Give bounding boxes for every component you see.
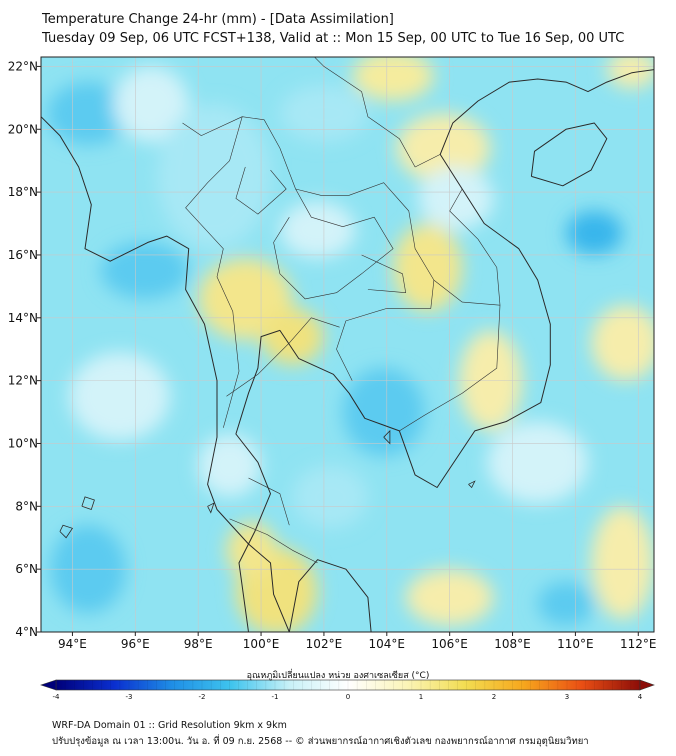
border-5 — [449, 188, 501, 306]
border-1 — [185, 116, 243, 428]
border-6 — [226, 317, 340, 397]
field-anomaly-7 — [396, 113, 491, 183]
lon-tick-label: 100°E — [243, 637, 280, 651]
coastline-3 — [530, 122, 608, 187]
field-anomaly-8 — [393, 223, 463, 312]
footer-model-info: WRF-DA Domain 01 :: Grid Resolution 9km … — [52, 720, 287, 731]
island-3 — [383, 429, 391, 445]
colorbar-tick-label: 3 — [565, 693, 569, 701]
island-4 — [468, 480, 476, 489]
field-anomaly-2 — [113, 66, 189, 142]
lat-tick-label: 18°N — [8, 185, 38, 199]
border-0 — [182, 116, 435, 381]
field-anomaly-10 — [591, 305, 654, 381]
field-anomaly-12 — [565, 210, 623, 255]
field-anomaly-22 — [69, 352, 170, 441]
field-anomaly-1 — [100, 242, 189, 299]
coastline-2 — [288, 559, 372, 632]
colorbar-tick-label: -3 — [126, 693, 133, 701]
lat-tick-label: 16°N — [8, 248, 38, 262]
border-9 — [361, 254, 406, 293]
lat-tick-label: 10°N — [8, 436, 38, 450]
colorbar-tick-label: -2 — [199, 693, 206, 701]
latitude-ticks: 4°N 6°N 8°N 10°N 12°N 14°N 16°N 18°N 20°N 22°N — [8, 59, 41, 639]
border-7 — [229, 518, 318, 564]
graticule — [41, 57, 654, 632]
lon-tick-label: 110°E — [557, 637, 594, 651]
field-anomaly-23 — [292, 465, 368, 529]
border-3 — [399, 279, 501, 432]
field-anomaly-6 — [352, 57, 434, 101]
lon-tick-label: 96°E — [121, 637, 150, 651]
lat-tick-label: 4°N — [15, 625, 38, 639]
lon-tick-label: 102°E — [306, 637, 343, 651]
lon-tick-label: 94°E — [58, 637, 87, 651]
longitude-ticks: 94°E 96°E 98°E 100°E 102°E 104°E 106°E 108°E 110… — [58, 632, 657, 651]
lon-tick-label: 108°E — [494, 637, 531, 651]
border-10 — [235, 166, 287, 215]
lat-tick-label: 20°N — [8, 122, 38, 136]
field-anomaly-17 — [226, 522, 277, 579]
border-2 — [273, 188, 394, 300]
colorbar — [40, 679, 655, 691]
field-anomaly-14 — [342, 368, 425, 457]
island-1 — [59, 524, 74, 539]
field-anomaly-5 — [261, 308, 324, 365]
field-anomaly-11 — [606, 57, 654, 89]
island-2 — [207, 502, 215, 514]
field-anomaly-19 — [591, 506, 654, 620]
colorbar-min-extension — [40, 679, 57, 691]
colorbar-tick-label: 0 — [346, 693, 350, 701]
lon-tick-label: 106°E — [431, 637, 468, 651]
field-anomaly-26 — [198, 434, 262, 497]
coastline-1 — [235, 69, 654, 632]
lat-tick-label: 6°N — [15, 562, 38, 576]
border-4 — [314, 57, 441, 168]
field-anomaly-20 — [537, 581, 595, 626]
colorbar-max-extension — [639, 679, 655, 691]
colorbar-tick-label: 1 — [419, 693, 423, 701]
lat-tick-label: 14°N — [8, 311, 38, 325]
admin-borders — [182, 57, 501, 564]
island-0 — [81, 496, 95, 511]
chart-subtitle: Tuesday 09 Sep, 06 UTC FCST+138, Valid a… — [42, 31, 625, 46]
lat-tick-label: 12°N — [8, 374, 38, 388]
map-frame — [40, 56, 655, 633]
border-8 — [248, 477, 290, 526]
colorbar-label: อุณหภูมิเปลี่ยนแปลง หน่วย องศาเซลเซียส (… — [246, 671, 430, 681]
lon-tick-label: 98°E — [184, 637, 213, 651]
field-anomaly-13 — [418, 166, 494, 230]
colorbar-tick-label: 4 — [638, 693, 643, 701]
colorbar-tick-label: 2 — [492, 693, 496, 701]
temperature-field-background — [41, 57, 654, 632]
lon-tick-label: 112°E — [620, 637, 657, 651]
chart-title: Temperature Change 24-hr (mm) - [Data As… — [42, 12, 394, 27]
colorbar-ticks: -4 -3 -2 -1 0 1 2 3 4 — [53, 693, 643, 701]
field-anomaly-15 — [487, 421, 588, 504]
field-anomaly-24 — [279, 201, 356, 259]
colorbar-tick-label: -4 — [53, 693, 61, 701]
footer-update-info: ปรับปรุงข้อมูล ณ เวลา 13:00น. วัน อ. ที่… — [52, 736, 589, 747]
lat-tick-label: 22°N — [8, 59, 38, 73]
lon-tick-label: 104°E — [369, 637, 406, 651]
lat-tick-label: 8°N — [15, 499, 38, 513]
colorbar-tick-label: -1 — [272, 693, 279, 701]
coastlines — [41, 69, 654, 632]
